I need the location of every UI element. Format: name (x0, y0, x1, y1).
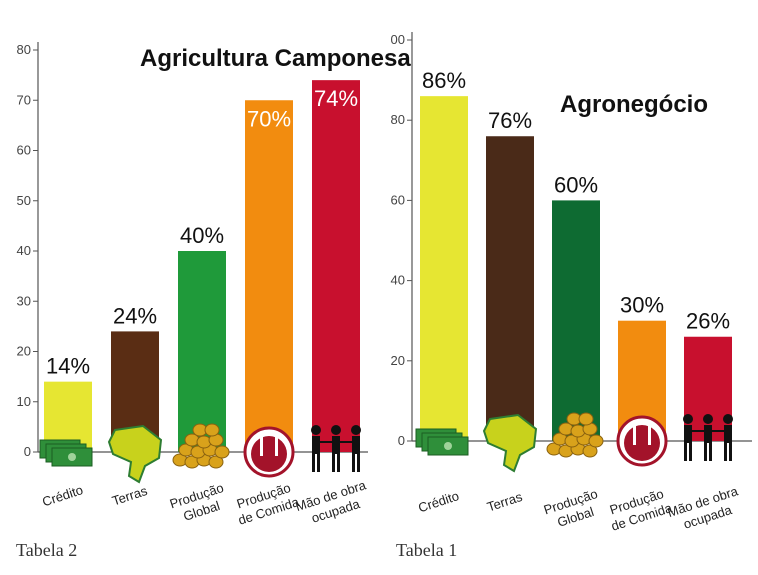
left-bar-5 (312, 80, 360, 453)
left-value-label: 14% (46, 354, 90, 379)
right-title: Agronegócio (560, 91, 708, 118)
left-y-tick-label: 50 (17, 193, 31, 208)
chart-agricultura-camponesa: 0 10 20 30 40 50 60 70 80 Agricultura Camponesa 14… (16, 42, 411, 560)
right-bar-3 (552, 200, 600, 441)
left-category-label: Mão de obraocupada (294, 477, 374, 529)
right-y-tick-label: 40 (391, 273, 405, 288)
left-value-label: 70% (247, 106, 291, 131)
right-value-label: 26% (686, 309, 730, 334)
right-caption: Tabela 1 (396, 540, 457, 560)
coins-icon (546, 412, 604, 458)
left-bar-3 (178, 251, 226, 452)
right-value-label: 86% (422, 68, 466, 93)
right-value-label: 60% (554, 172, 598, 197)
right-value-label: 76% (488, 108, 532, 133)
left-category-label: Crédito (40, 482, 85, 509)
right-category-label: Crédito (416, 488, 461, 515)
right-y-tick-label: 60 (391, 192, 405, 207)
left-value-label: 74% (314, 86, 358, 111)
brazil-map-icon (482, 413, 538, 473)
left-y-tick-label: 20 (17, 344, 31, 359)
right-y-tick-label: 20 (391, 353, 405, 368)
left-y-tick-label: 60 (17, 143, 31, 158)
money-icon (39, 439, 93, 467)
left-bar-4 (245, 100, 293, 452)
right-value-label: 30% (620, 293, 664, 318)
right-bar-1 (420, 96, 468, 441)
brazil-map-icon (107, 424, 163, 484)
right-category-label: Mão de obraocupada (666, 483, 746, 535)
left-category-label: Terras (110, 483, 149, 509)
left-category-label: Produçãode Comida (231, 479, 301, 528)
right-bar-2 (486, 136, 534, 442)
left-y-tick-label: 70 (17, 92, 31, 107)
plate-cutlery-icon (616, 415, 668, 467)
coins-icon (172, 423, 230, 469)
left-y-tick-label: 80 (17, 42, 31, 57)
left-caption: Tabela 2 (16, 540, 77, 560)
left-value-label: 24% (113, 303, 157, 328)
workers-icon (311, 425, 361, 472)
chart-agronegocio: 0 20 40 60 80 00 Agronegócio 86% Crédito 76% Terra… (391, 32, 752, 560)
right-y-tick-label: 80 (391, 112, 405, 127)
right-category-label: ProduçãoGlobal (542, 486, 605, 533)
right-category-label: Produçãode Comida (604, 485, 674, 534)
right-category-label: Terras (485, 489, 524, 515)
left-y-tick-label: 30 (17, 293, 31, 308)
money-icon (415, 428, 469, 456)
right-y-tick-label: 0 (398, 433, 405, 448)
left-category-label: ProduçãoGlobal (168, 480, 231, 527)
left-y-tick-label: 10 (17, 394, 31, 409)
plate-cutlery-icon (243, 426, 295, 478)
left-title: Agricultura Camponesa (140, 45, 411, 72)
right-y-tick-label: 00 (391, 32, 405, 47)
left-y-tick-label: 0 (24, 444, 31, 459)
workers-icon (683, 414, 733, 461)
left-y-tick-label: 40 (17, 243, 31, 258)
left-value-label: 40% (180, 223, 224, 248)
